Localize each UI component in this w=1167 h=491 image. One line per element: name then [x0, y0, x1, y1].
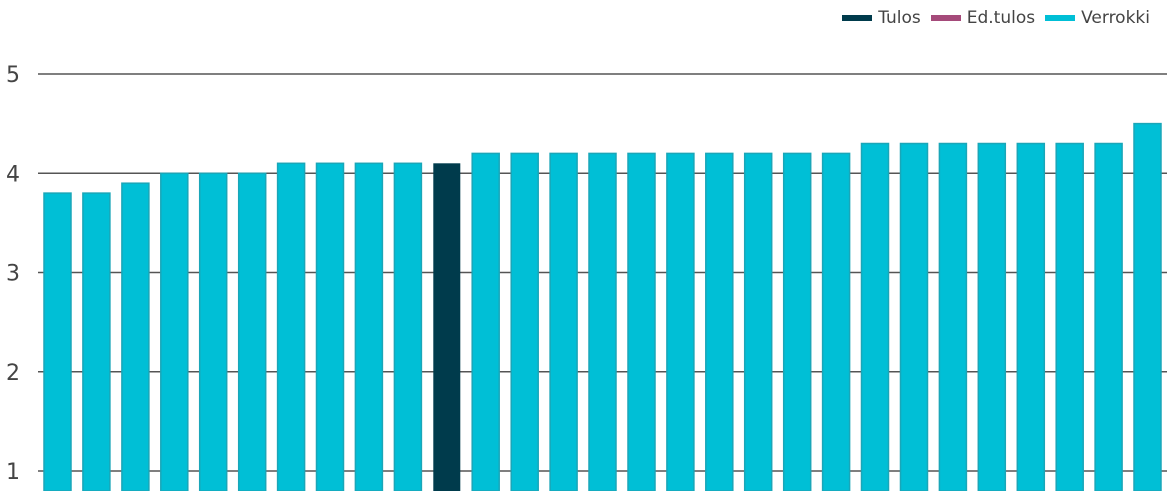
y-tick-labels: 1 2 3 4 5 — [6, 63, 20, 485]
bar-verrokki-15 — [588, 152, 617, 491]
bar-verrokki-5 — [198, 172, 228, 491]
bar-verrokki-23 — [899, 142, 929, 491]
bar-verrokki-12 — [471, 152, 500, 491]
y-tick-label: 1 — [6, 460, 20, 485]
bar-verrokki-4 — [160, 172, 189, 491]
bar-verrokki-6 — [237, 172, 267, 491]
bar-verrokki-22 — [860, 142, 890, 491]
bar-verrokki-8 — [315, 162, 345, 491]
bar-verrokki-7 — [276, 162, 306, 491]
legend-swatch-ed-tulos — [930, 15, 961, 21]
bar-verrokki-1 — [43, 192, 72, 491]
bars — [43, 122, 1162, 491]
legend: Tulos Ed.tulos Verrokki — [842, 8, 1150, 28]
bar-verrokki-13 — [510, 152, 539, 491]
bar-verrokki-26 — [1016, 142, 1046, 491]
bar-verrokki-25 — [977, 142, 1007, 491]
bar-verrokki-20 — [782, 152, 812, 491]
y-tick-label: 2 — [6, 361, 20, 386]
bar-verrokki-2 — [82, 192, 111, 491]
legend-label-verrokki: Verrokki — [1081, 8, 1150, 28]
bar-verrokki-27 — [1055, 142, 1084, 491]
bar-verrokki-24 — [938, 142, 968, 491]
legend-item-verrokki: Verrokki — [1045, 8, 1150, 28]
bar-verrokki-29 — [1133, 122, 1162, 491]
bar-verrokki-3 — [121, 182, 150, 491]
bar-tulos-11 — [433, 163, 461, 491]
legend-swatch-tulos — [842, 15, 873, 21]
bar-verrokki-16 — [627, 152, 656, 491]
bar-verrokki-19 — [743, 152, 773, 491]
bar-verrokki-10 — [393, 162, 423, 491]
bar-verrokki-9 — [354, 162, 384, 491]
bar-verrokki-14 — [549, 152, 578, 491]
legend-item-ed-tulos: Ed.tulos — [930, 8, 1036, 28]
legend-label-ed-tulos: Ed.tulos — [966, 8, 1036, 28]
y-tick-label: 4 — [6, 162, 20, 187]
legend-label-tulos: Tulos — [878, 8, 921, 28]
bar-verrokki-17 — [666, 152, 695, 491]
y-tick-label: 3 — [6, 262, 20, 287]
bar-verrokki-28 — [1094, 142, 1123, 491]
legend-swatch-verrokki — [1045, 15, 1076, 21]
y-tick-label: 5 — [6, 63, 20, 88]
legend-item-tulos: Tulos — [842, 8, 921, 28]
bar-verrokki-21 — [821, 152, 851, 491]
bar-verrokki-18 — [705, 152, 734, 491]
